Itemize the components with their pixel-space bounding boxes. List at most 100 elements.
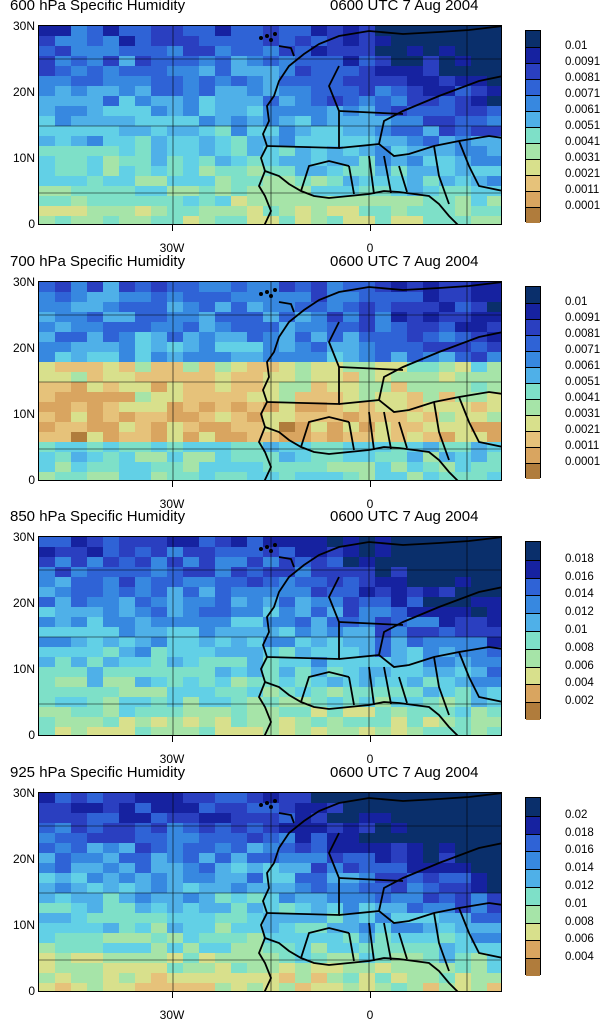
legend-swatch xyxy=(526,833,540,852)
humidity-cell xyxy=(439,302,456,313)
humidity-cell xyxy=(471,863,488,874)
humidity-cell xyxy=(87,883,104,894)
humidity-cell xyxy=(39,432,56,443)
humidity-cell xyxy=(119,557,136,568)
humidity-cell xyxy=(407,206,424,217)
humidity-cell xyxy=(279,462,296,473)
humidity-cell xyxy=(183,933,200,944)
humidity-cell xyxy=(135,66,152,77)
humidity-cell xyxy=(199,873,216,884)
humidity-cell xyxy=(199,597,216,608)
humidity-cell xyxy=(71,432,88,443)
humidity-cell xyxy=(343,953,360,964)
humidity-cell xyxy=(295,422,312,433)
lon-tick xyxy=(370,481,371,487)
humidity-cell xyxy=(311,292,328,303)
humidity-cell xyxy=(231,587,248,598)
humidity-cell xyxy=(359,472,376,480)
humidity-cell xyxy=(391,136,408,147)
humidity-cell xyxy=(39,312,56,323)
humidity-cell xyxy=(327,567,344,578)
humidity-cell xyxy=(263,677,280,688)
humidity-cell xyxy=(199,382,216,393)
humidity-cell xyxy=(71,903,88,914)
humidity-cell xyxy=(199,803,216,814)
humidity-cell xyxy=(327,983,344,991)
humidity-cell xyxy=(231,547,248,558)
humidity-cell xyxy=(199,833,216,844)
humidity-cell xyxy=(199,56,216,67)
lat-label: 10N xyxy=(12,407,35,421)
humidity-cell xyxy=(55,342,72,353)
humidity-cell xyxy=(183,196,200,207)
country-border xyxy=(264,937,459,991)
humidity-cell xyxy=(279,116,296,127)
legend-label: 0.0081 xyxy=(565,72,600,84)
humidity-cell xyxy=(135,26,152,37)
humidity-cell xyxy=(151,176,168,187)
humidity-cell xyxy=(119,983,136,991)
humidity-cell xyxy=(375,617,392,628)
humidity-cell xyxy=(39,322,56,333)
humidity-cell xyxy=(55,547,72,558)
humidity-cell xyxy=(263,176,280,187)
humidity-cell xyxy=(39,537,56,548)
humidity-cell xyxy=(375,332,392,343)
humidity-cell xyxy=(279,587,296,598)
humidity-cell xyxy=(231,86,248,97)
humidity-cell xyxy=(231,873,248,884)
humidity-cell xyxy=(71,362,88,373)
humidity-cell xyxy=(295,106,312,117)
humidity-cell xyxy=(199,282,216,293)
humidity-cell xyxy=(455,853,472,864)
humidity-cell xyxy=(263,156,280,167)
humidity-cell xyxy=(343,86,360,97)
humidity-cell xyxy=(311,793,328,804)
humidity-cell xyxy=(295,803,312,814)
humidity-cell xyxy=(119,657,136,668)
humidity-cell xyxy=(135,216,152,224)
humidity-cell xyxy=(391,156,408,167)
humidity-cell xyxy=(87,803,104,814)
humidity-cell xyxy=(391,452,408,463)
humidity-cell xyxy=(87,903,104,914)
humidity-cell xyxy=(231,627,248,638)
humidity-cell xyxy=(295,793,312,804)
humidity-cell xyxy=(487,843,501,854)
humidity-cell xyxy=(311,332,328,343)
humidity-cell xyxy=(87,452,104,463)
humidity-cell xyxy=(423,66,440,77)
humidity-cell xyxy=(119,282,136,293)
humidity-cell xyxy=(487,352,501,363)
humidity-cell xyxy=(199,196,216,207)
humidity-cell xyxy=(247,76,264,87)
humidity-cell xyxy=(183,727,200,735)
humidity-cell xyxy=(375,933,392,944)
humidity-cell xyxy=(55,793,72,804)
humidity-cell xyxy=(119,873,136,884)
legend-label: 0.0031 xyxy=(565,408,600,420)
humidity-cell xyxy=(199,883,216,894)
humidity-cell xyxy=(311,727,328,735)
humidity-cell xyxy=(151,166,168,177)
humidity-cell xyxy=(151,657,168,668)
humidity-cell xyxy=(423,833,440,844)
humidity-cell xyxy=(439,903,456,914)
humidity-cell xyxy=(71,472,88,480)
humidity-cell xyxy=(295,617,312,628)
humidity-cell xyxy=(295,577,312,588)
humidity-cell xyxy=(183,803,200,814)
humidity-cell xyxy=(311,196,328,207)
humidity-cell xyxy=(199,216,216,224)
legend-label: 0.006 xyxy=(565,933,594,946)
humidity-cell xyxy=(359,953,376,964)
humidity-cell xyxy=(55,46,72,57)
humidity-cell xyxy=(183,963,200,974)
humidity-cell xyxy=(119,913,136,924)
humidity-cell xyxy=(359,96,376,107)
humidity-cell xyxy=(135,963,152,974)
humidity-cell xyxy=(343,372,360,383)
humidity-cell xyxy=(471,973,488,984)
legend-label: 0.016 xyxy=(565,844,594,857)
humidity-cell xyxy=(471,282,488,293)
